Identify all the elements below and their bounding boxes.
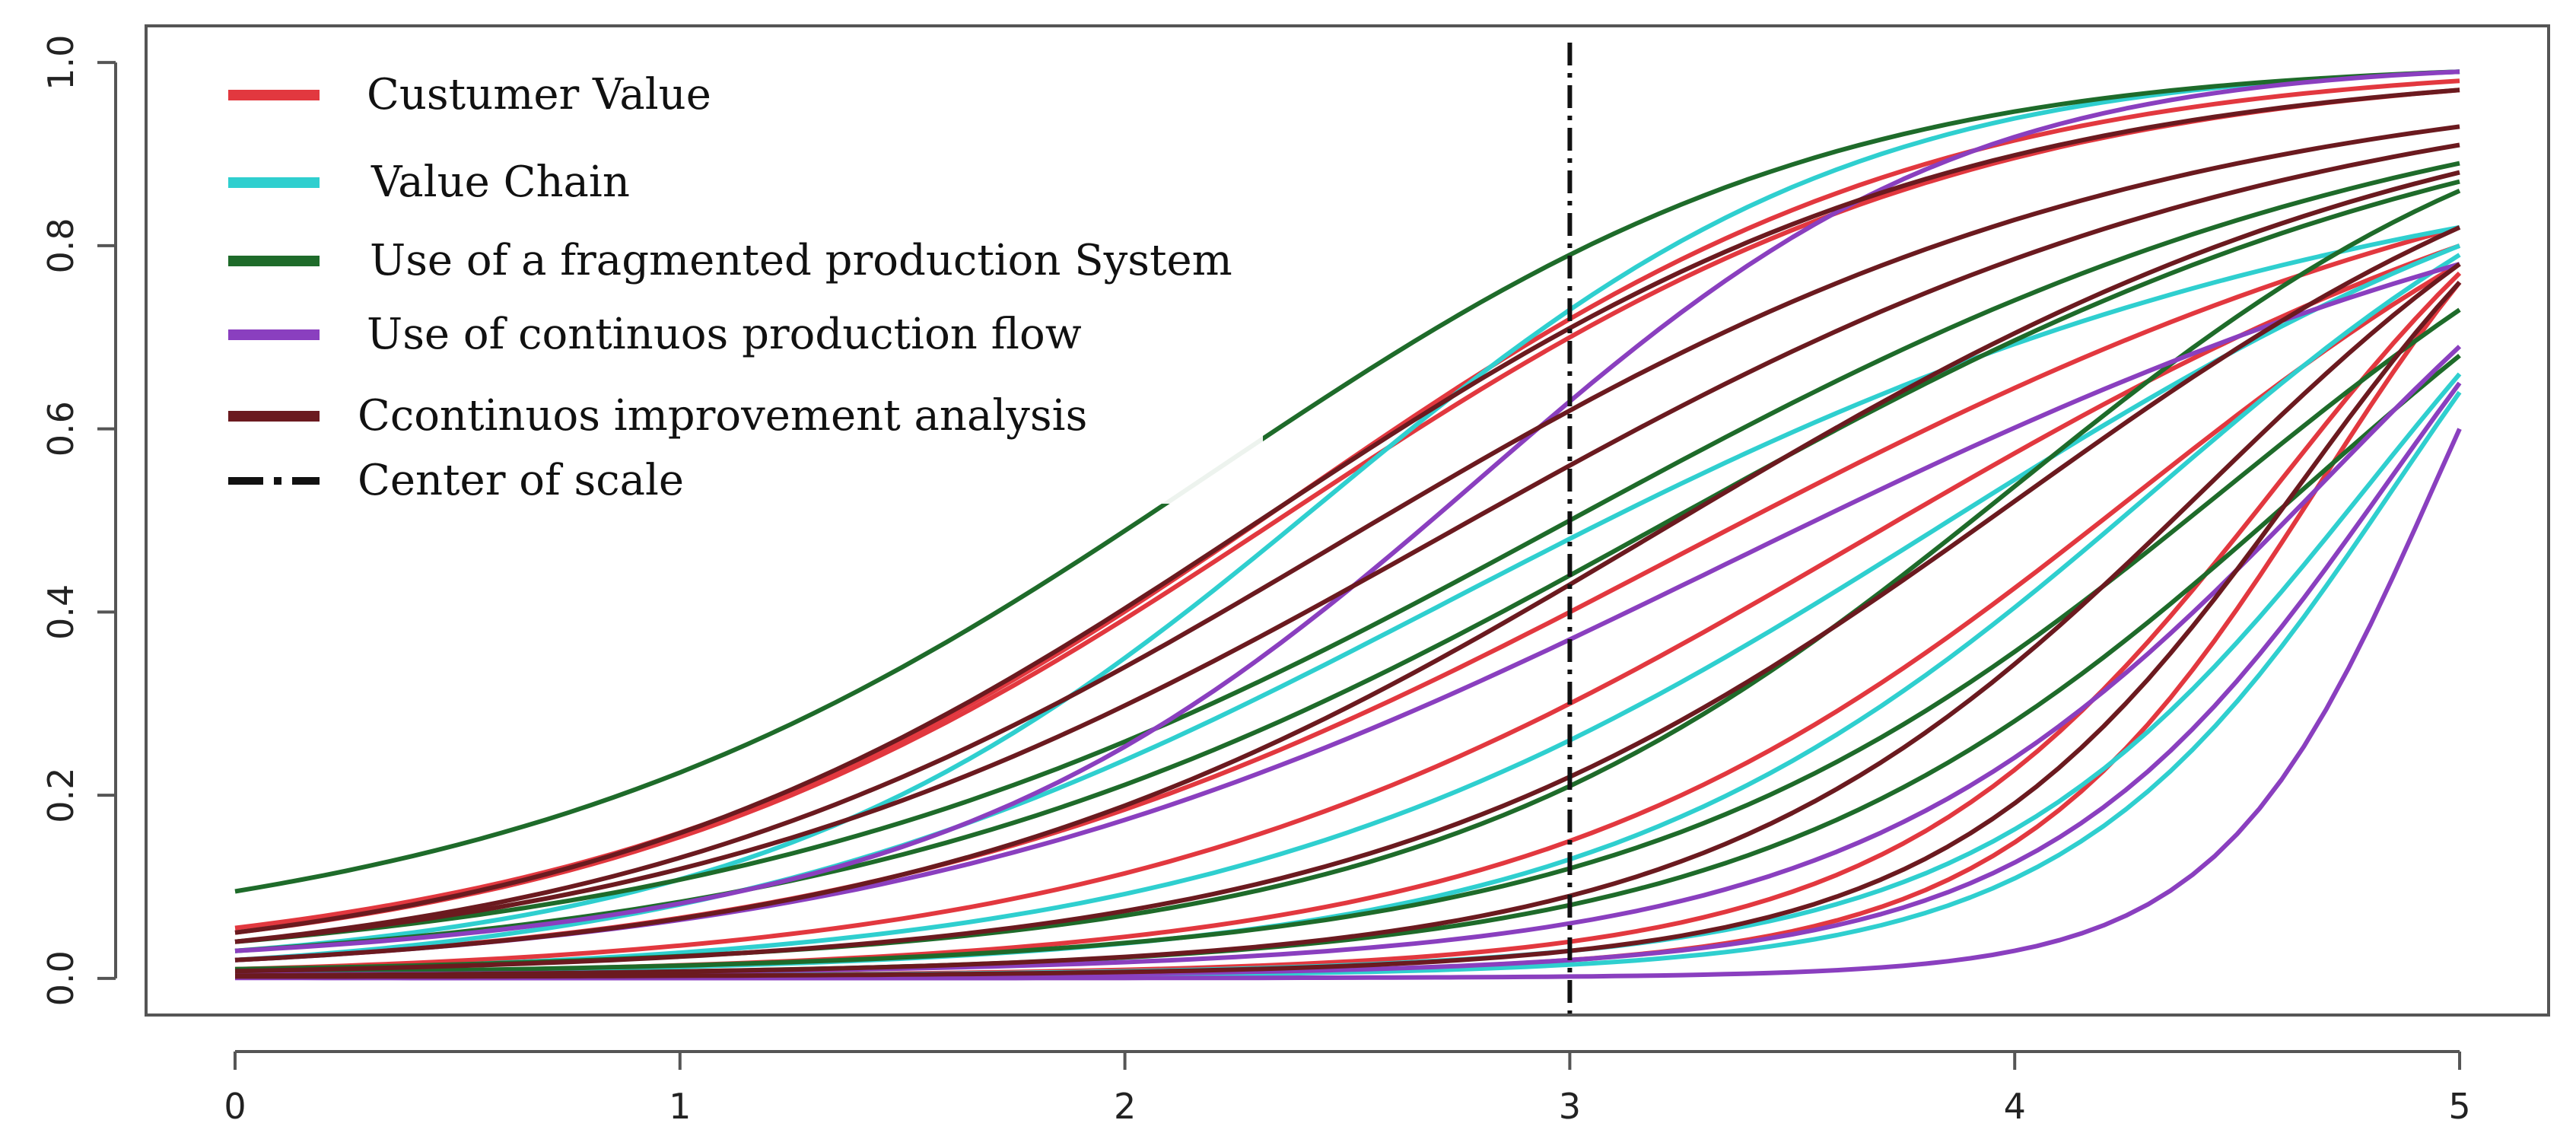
x-axis: 0 1 2 3 4 5 xyxy=(224,1050,2471,1127)
series-line-14 xyxy=(234,69,2460,894)
legend: Custumer Value Value Chain Use of a fragme… xyxy=(160,40,1263,505)
series-line-29 xyxy=(234,225,2461,974)
series-line-15 xyxy=(234,161,2460,944)
legend-label: Ccontinuos improvement analysis xyxy=(358,391,1087,441)
series-line-4 xyxy=(234,243,2461,972)
series-line-31 xyxy=(235,280,2462,979)
x-tick-label: 0 xyxy=(224,1086,246,1127)
y-tick-label: 1.0 xyxy=(40,35,81,91)
legend-label: Value Chain xyxy=(370,158,630,207)
y-tick-label: 0.8 xyxy=(40,218,81,273)
series-line-8 xyxy=(234,69,2460,953)
series-line-28 xyxy=(234,170,2460,963)
plot-frame xyxy=(145,24,2550,1017)
x-tick-label: 1 xyxy=(669,1086,691,1127)
x-tick-label: 5 xyxy=(2448,1086,2470,1127)
legend-label: Use of a fragmented production System xyxy=(370,236,1232,285)
series-line-9 xyxy=(234,224,2460,963)
y-tick-label: 0.0 xyxy=(40,950,81,1006)
series-layer xyxy=(234,69,2462,981)
series-line-26 xyxy=(234,124,2460,944)
legend-box xyxy=(160,40,1263,504)
series-line-30 xyxy=(234,262,2461,978)
y-tick-label: 0.4 xyxy=(40,584,81,640)
y-axis: 0.0 0.2 0.4 0.6 0.8 1.0 xyxy=(40,35,117,1006)
series-line-27 xyxy=(234,142,2460,944)
series-line-25 xyxy=(234,88,2460,935)
legend-label: Use of continuos production flow xyxy=(367,310,1082,359)
legend-label: Center of scale xyxy=(358,456,684,505)
x-tick-label: 4 xyxy=(2004,1086,2026,1127)
legend-label: Custumer Value xyxy=(367,70,711,119)
x-tick-label: 3 xyxy=(1559,1086,1581,1127)
x-tick-label: 2 xyxy=(1114,1086,1136,1127)
y-tick-label: 0.2 xyxy=(40,768,81,823)
y-tick-label: 0.6 xyxy=(40,401,81,457)
